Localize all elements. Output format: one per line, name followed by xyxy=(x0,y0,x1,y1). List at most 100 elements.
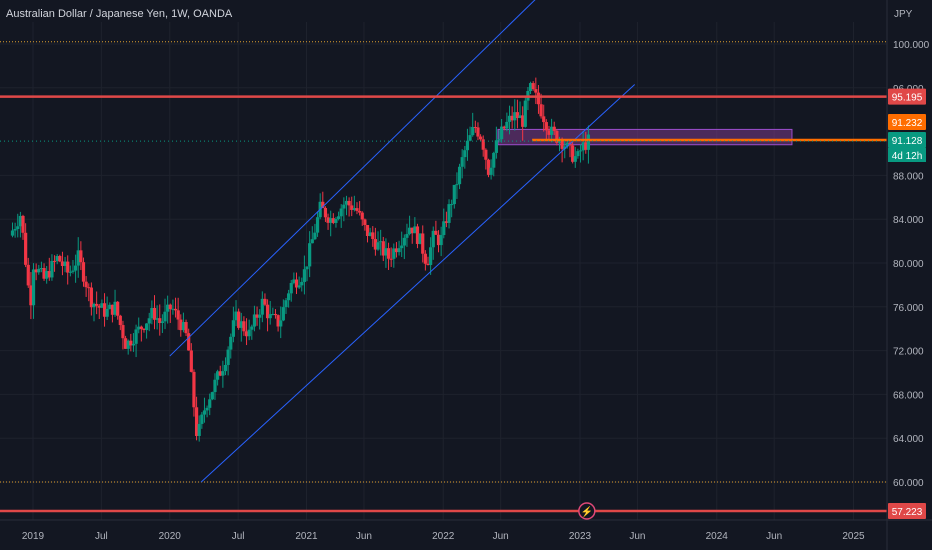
y-tick-label: 64.000 xyxy=(893,434,924,445)
y-tick-label: 84.000 xyxy=(893,215,924,226)
candle-body xyxy=(468,135,472,141)
candle-body xyxy=(457,166,462,185)
candle-body xyxy=(465,140,470,151)
candle-body xyxy=(81,262,86,282)
price-label-text: 57.223 xyxy=(892,507,923,518)
candle-body xyxy=(360,212,364,220)
candle-body xyxy=(418,233,422,244)
candle-body xyxy=(52,260,57,262)
candle-body xyxy=(21,215,25,233)
candle-body xyxy=(389,258,393,260)
candle-body xyxy=(265,304,270,319)
candle-body xyxy=(168,304,172,310)
candle-body xyxy=(242,321,246,332)
candle-body xyxy=(421,233,425,254)
candle-body xyxy=(555,130,559,143)
candle-body xyxy=(150,307,154,319)
candle-body xyxy=(47,271,51,278)
candle-body xyxy=(13,229,17,231)
candle-body xyxy=(407,227,412,235)
candle-body xyxy=(505,121,509,129)
candle-body xyxy=(194,407,199,436)
candle-body xyxy=(74,265,78,271)
candle-body xyxy=(344,200,349,205)
candle-body xyxy=(397,248,401,253)
candle-body xyxy=(181,322,186,331)
candle-body xyxy=(244,331,249,337)
candle-body xyxy=(557,140,562,143)
candle-body xyxy=(368,232,372,236)
price-label-text: 91.232 xyxy=(892,118,923,129)
candle-body xyxy=(68,271,72,273)
candle-body xyxy=(413,226,417,234)
candle-body xyxy=(394,248,399,253)
candle-body xyxy=(166,304,170,312)
candle-body xyxy=(276,315,280,327)
candle-body xyxy=(58,256,62,262)
candle-body xyxy=(423,253,427,264)
candle-body xyxy=(315,217,320,233)
x-tick-label: Jun xyxy=(766,531,782,542)
channel-trend-line xyxy=(169,0,536,357)
candle-body xyxy=(442,221,446,236)
candle-body xyxy=(431,230,435,248)
x-tick-label: Jul xyxy=(95,531,108,542)
candle-body xyxy=(134,329,138,344)
price-label-bg xyxy=(888,88,926,105)
candle-body xyxy=(16,226,20,230)
candle-body xyxy=(528,83,533,91)
candle-body xyxy=(471,126,475,136)
candle-body xyxy=(118,315,122,326)
x-tick-label: Jun xyxy=(493,531,509,542)
candle-body xyxy=(547,130,551,135)
candle-body xyxy=(313,232,317,240)
candle-body xyxy=(376,242,380,250)
candle-body xyxy=(400,245,404,249)
candle-body xyxy=(10,230,15,236)
candle-body xyxy=(163,311,167,322)
candle-body xyxy=(237,311,241,328)
candle-body xyxy=(352,208,356,210)
candle-body xyxy=(63,261,67,266)
candle-body xyxy=(426,263,430,266)
candle-body xyxy=(45,271,49,279)
countdown-text: 4d 12h xyxy=(892,151,923,162)
candle-body xyxy=(26,264,30,286)
candle-body xyxy=(216,371,220,380)
y-tick-label: 72.000 xyxy=(893,347,924,358)
candle-body xyxy=(160,321,164,324)
x-tick-label: Jun xyxy=(356,531,372,542)
candle-body xyxy=(155,318,159,320)
candle-body xyxy=(221,371,225,376)
candle-body xyxy=(37,268,41,273)
candle-body xyxy=(281,307,285,321)
candle-body xyxy=(573,156,577,162)
candle-body xyxy=(350,205,354,210)
candle-body xyxy=(210,392,214,400)
zone-layer xyxy=(497,128,793,146)
candle-body xyxy=(565,142,569,147)
candle-body xyxy=(436,234,441,246)
candle-body xyxy=(358,210,362,213)
candle-body xyxy=(586,134,591,150)
candle-body xyxy=(405,234,409,238)
candle-body xyxy=(213,379,217,393)
price-label-text: 95.195 xyxy=(892,93,923,104)
candle-body xyxy=(18,215,22,227)
candle-body xyxy=(218,371,222,376)
candle-body xyxy=(29,285,33,306)
candle-body xyxy=(534,89,538,93)
candle-body xyxy=(539,104,543,117)
candle-body xyxy=(55,256,59,262)
candle-body xyxy=(544,122,548,131)
candle-body xyxy=(273,313,278,316)
candle-body xyxy=(452,184,456,205)
candle-body xyxy=(129,340,133,346)
candle-body xyxy=(434,230,438,235)
candle-body xyxy=(158,318,162,324)
candle-body xyxy=(110,304,115,315)
candle-body xyxy=(455,184,459,186)
candle-body xyxy=(137,326,141,330)
candle-body xyxy=(252,314,257,327)
